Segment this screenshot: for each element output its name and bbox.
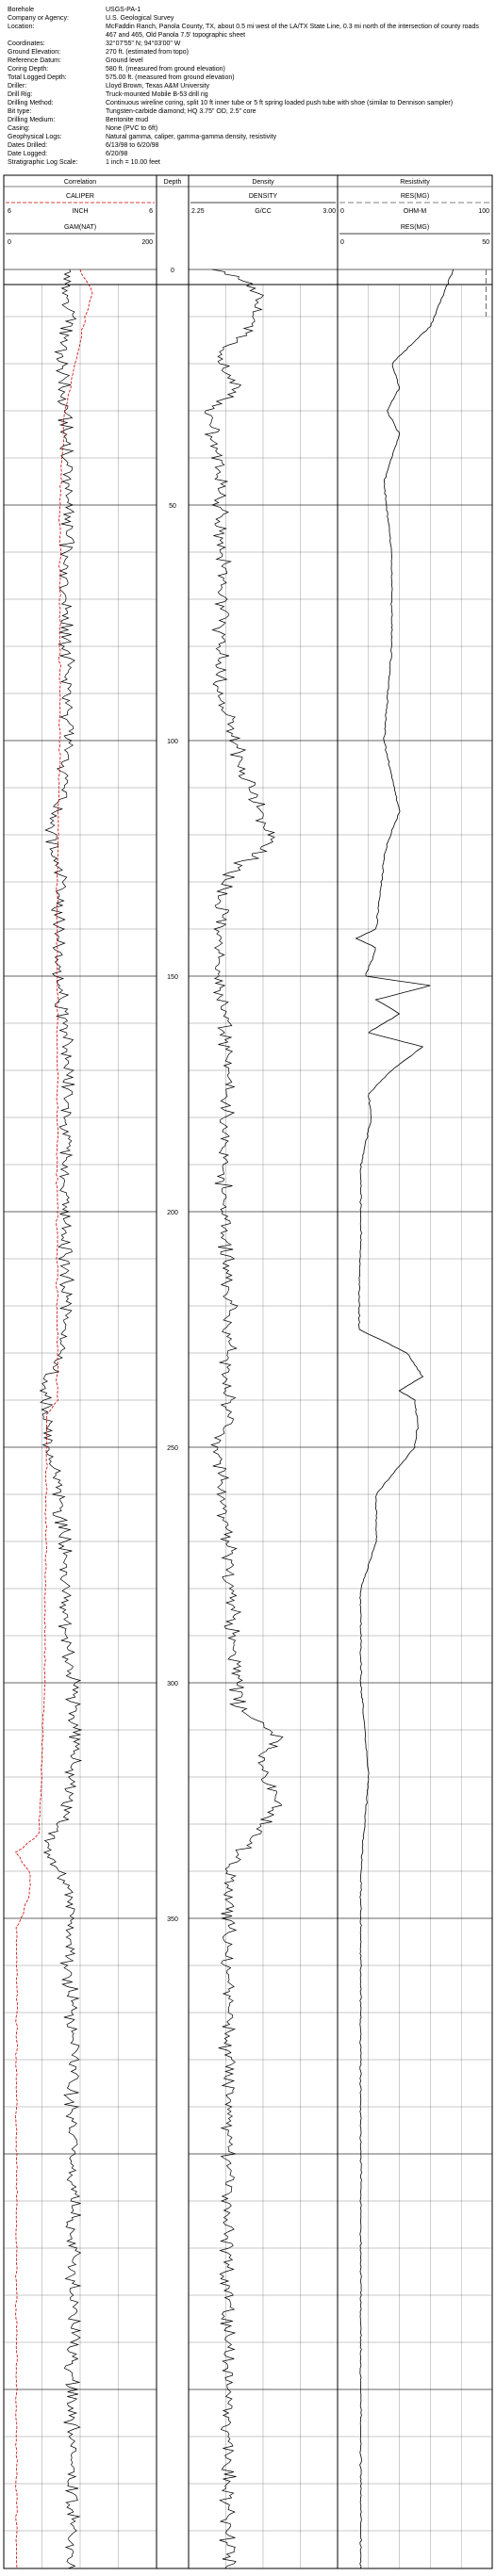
density-scale-min: 2.25	[191, 208, 205, 215]
header-value: Truck-mounted Mobile B-53 drill rig	[106, 91, 208, 98]
header-label: Date Logged:	[8, 151, 48, 157]
caliper-unit: INCH	[72, 208, 88, 215]
depth-tick-label: 300	[167, 1681, 178, 1687]
header-row: Geophysical Logs: Natural gamma, caliper,…	[8, 133, 488, 141]
header-value: 32°07'55" N; 94°03'00" W	[106, 41, 181, 47]
header-row: Company or Agency: U.S. Geological Survey	[8, 14, 488, 23]
header-label: Total Logged Depth:	[8, 74, 67, 81]
header-value: USGS-PA-1	[106, 7, 141, 13]
caliper-scale-min: 6	[8, 208, 11, 215]
header-row: Dates Drilled: 6/13/98 to 6/20/98	[8, 141, 488, 150]
depth-tick-label: 350	[167, 1916, 178, 1923]
depth-tick-label: 0	[171, 268, 174, 274]
depth-tick-label: 250	[167, 1445, 178, 1452]
header-label: Reference Datum:	[8, 57, 61, 64]
density-track-title: Density	[252, 179, 274, 186]
header-row: Ground Elevation: 270 ft. (estimated from…	[8, 48, 488, 57]
header-row: Drilling Method: Continuous wireline cori…	[8, 99, 488, 107]
header-row: Reference Datum: Ground level	[8, 57, 488, 65]
header-label: Drilling Method:	[8, 100, 54, 106]
header-label: Geophysical Logs:	[8, 134, 62, 140]
header-label: Driller:	[8, 83, 27, 90]
header-label: Borehole	[8, 7, 35, 13]
header-label: Stratigraphic Log Scale:	[8, 159, 78, 166]
header-row: Casing: None (PVC to 6ft)	[8, 124, 488, 133]
depth-track-title: Depth	[164, 179, 182, 186]
correlation-track-title: Correlation	[64, 179, 96, 186]
resistivity-curve-name: RES(MG)	[401, 193, 429, 200]
density-curve	[204, 269, 284, 2569]
header-value: Ground level	[106, 57, 143, 64]
caliper-scale-max: 6	[149, 208, 153, 215]
header-row: Coring Depth: 580 ft. (measured from grou…	[8, 65, 488, 73]
chart-border	[3, 174, 493, 2569]
header-value: 6/20/98	[106, 151, 128, 157]
header-row: Location: McFaddin Ranch, Panola County, …	[8, 23, 488, 40]
header-value: 270 ft. (estimated from topo)	[106, 49, 189, 56]
caliper-curve-name: CALIPER	[66, 193, 94, 200]
header-row: Drilling Medium: Bentonite mud	[8, 116, 488, 124]
header-value: Continuous wireline coring, split 10 ft …	[106, 100, 454, 106]
header-label: Casing:	[8, 125, 30, 132]
gamma-scale-min: 0	[8, 239, 11, 246]
header-row: Borehole USGS-PA-1	[8, 6, 488, 14]
resistivity2-scale-min: 0	[340, 239, 344, 246]
header-label: Coring Depth:	[8, 66, 49, 73]
header-value: McFaddin Ranch, Panola County, TX, about…	[106, 24, 479, 39]
resistivity2-curve-name: RES(MG)	[401, 224, 429, 231]
header-label: Drill Rig:	[8, 91, 33, 98]
header-row: Coordinates: 32°07'55" N; 94°03'00" W	[8, 40, 488, 48]
header-value: U.S. Geological Survey	[106, 15, 174, 22]
header-value: 6/13/98 to 6/20/98	[106, 142, 159, 149]
depth-tick-label: 50	[169, 503, 176, 510]
header-row: Bit type: Tungsten-carbide diamond; HQ 3.…	[8, 107, 488, 116]
header-value: Bentonite mud	[106, 117, 149, 123]
header-label: Location:	[8, 24, 35, 30]
header-value: None (PVC to 6ft)	[106, 125, 158, 132]
log-curves	[14, 269, 487, 2569]
gamma-ray-curve	[39, 269, 83, 2569]
header-label: Dates Drilled:	[8, 142, 48, 149]
header-value: 580 ft. (measured from ground elevation)	[106, 66, 225, 73]
header-value: Natural gamma, caliper, gamma-gamma dens…	[106, 134, 277, 140]
header-value: Tungsten-carbide diamond; HQ 3.75" OD, 2…	[106, 108, 256, 115]
header-label: Bit type:	[8, 108, 32, 115]
header-row: Driller: Lloyd Brown, Texas A&M Universit…	[8, 82, 488, 90]
resistivity-scale-min: 0	[340, 208, 344, 215]
resistivity2-scale-max: 50	[482, 239, 489, 246]
chart-grid: 0 50 100 150 200 250 300 350	[4, 268, 492, 2568]
resistivity-scale-max: 100	[478, 208, 489, 215]
header-value: 1 inch = 10.00 feet	[106, 159, 160, 166]
header-row: Drill Rig: Truck-mounted Mobile B-53 dril…	[8, 90, 488, 99]
header-label: Coordinates:	[8, 41, 45, 47]
header-row: Stratigraphic Log Scale: 1 inch = 10.00 f…	[8, 158, 488, 167]
density-scale-max: 3.00	[322, 208, 336, 215]
gamma-curve-name: GAM(NAT)	[64, 224, 96, 231]
header-label: Drilling Medium:	[8, 117, 56, 123]
header-label: Ground Elevation:	[8, 49, 61, 56]
header-row: Total Logged Depth: 575.00 ft. (measured …	[8, 73, 488, 82]
chart-frame	[3, 174, 493, 2569]
header-label: Company or Agency:	[8, 15, 69, 22]
header-value: 575.00 ft. (measured from ground elevati…	[106, 74, 235, 81]
density-unit: G/CC	[255, 208, 272, 215]
resistivity-track-title: Resistivity	[400, 179, 430, 186]
header-value: Lloyd Brown, Texas A&M University	[106, 83, 209, 90]
depth-tick-label: 200	[167, 1210, 178, 1216]
depth-tick-label: 100	[167, 739, 178, 745]
log-header: Borehole USGS-PA-1 Company or Agency: U.S. …	[8, 6, 488, 167]
track-headers: Correlation Depth Density Resistivity CALIPE…	[6, 179, 490, 246]
caliper-curve	[14, 269, 93, 2569]
depth-tick-label: 150	[167, 974, 178, 981]
resistivity-unit: OHM-M	[404, 208, 427, 215]
header-row: Date Logged: 6/20/98	[8, 150, 488, 158]
gamma-scale-max: 200	[141, 239, 153, 246]
density-curve-name: DENSITY	[249, 193, 278, 200]
resistivity-curve	[355, 269, 454, 2569]
